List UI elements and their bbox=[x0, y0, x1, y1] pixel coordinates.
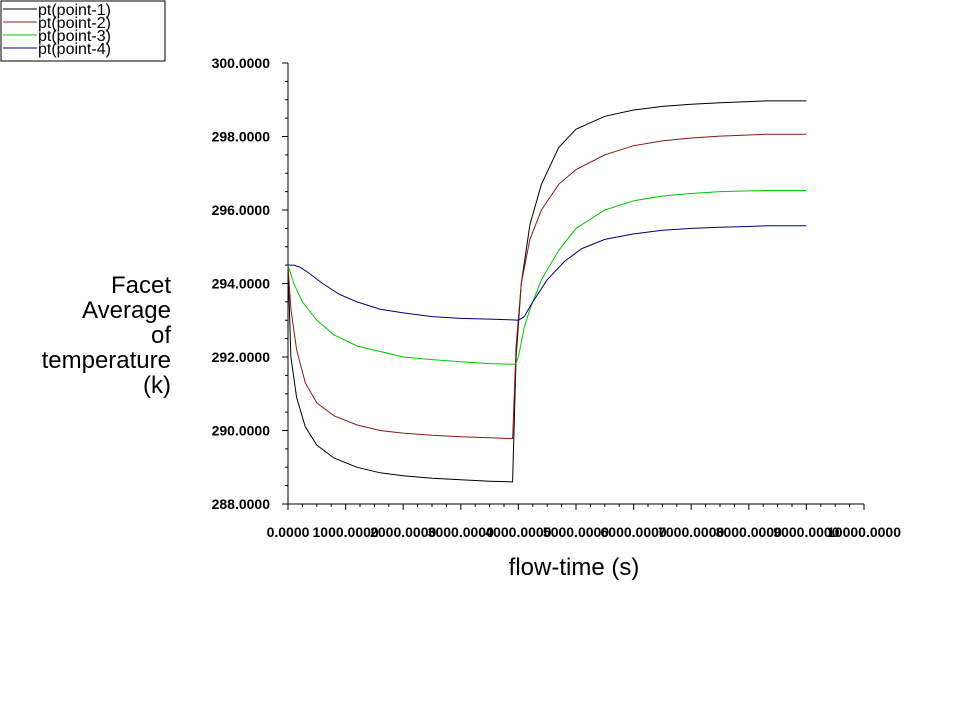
y-axis-title-line: Average bbox=[82, 297, 171, 324]
series-line-2 bbox=[287, 133, 807, 440]
y-axis-title: Facet Average of temperature (k) bbox=[42, 272, 172, 399]
y-ticks: 288.0000 290.0000 292.0000 294.0000 296.0000… bbox=[212, 55, 288, 512]
legend-entry: pt(point-1) bbox=[3, 2, 111, 19]
x-axis-title: flow-time (s) bbox=[509, 554, 640, 581]
y-tick-label: 290.0000 bbox=[212, 423, 271, 439]
y-axis-title-line: (k) bbox=[143, 372, 171, 399]
x-tick-label: 6000.0000 bbox=[601, 524, 667, 540]
x-tick-label: 3000.0000 bbox=[428, 524, 494, 540]
x-tick-label: 9000.0000 bbox=[773, 524, 839, 540]
x-tick-label: 5000.0000 bbox=[543, 524, 609, 540]
y-tick-label: 300.0000 bbox=[212, 55, 271, 71]
legend-label-1: pt(point-2) bbox=[38, 15, 111, 32]
legend-entry: pt(point-4) bbox=[3, 41, 111, 58]
series-line-1 bbox=[287, 100, 807, 483]
x-tick-label: 10000.0000 bbox=[827, 524, 901, 540]
legend-label-3: pt(point-4) bbox=[38, 41, 111, 58]
legend-label-2: pt(point-3) bbox=[38, 28, 111, 45]
legend-label-0: pt(point-1) bbox=[38, 2, 111, 19]
y-tick-label: 298.0000 bbox=[212, 129, 271, 145]
plot-series bbox=[287, 100, 807, 483]
legend: pt(point-1) pt(point-2) pt(point-3) pt(p… bbox=[0, 0, 166, 62]
x-ticks: 0.0000 1000.00002000.00003000.00004000.00… bbox=[267, 504, 901, 540]
y-axis-title-line: temperature bbox=[42, 347, 171, 374]
legend-entry: pt(point-3) bbox=[3, 28, 111, 45]
x-tick-label: 7000.0000 bbox=[658, 524, 724, 540]
y-tick-label: 288.0000 bbox=[212, 496, 271, 512]
y-tick-label: 292.0000 bbox=[212, 349, 271, 365]
x-tick-label: 1000.0000 bbox=[313, 524, 379, 540]
x-tick-label: 0.0000 bbox=[267, 524, 310, 540]
x-tick-label: 4000.0000 bbox=[485, 524, 551, 540]
x-tick-label: 8000.0000 bbox=[716, 524, 782, 540]
y-axis-title-line: Facet bbox=[111, 272, 171, 299]
y-tick-label: 296.0000 bbox=[212, 202, 271, 218]
legend-entry: pt(point-2) bbox=[3, 15, 111, 32]
y-tick-label: 294.0000 bbox=[212, 276, 271, 292]
legend-frame bbox=[0, 0, 166, 62]
y-axis-title-line: of bbox=[151, 322, 171, 349]
series-line-4 bbox=[288, 225, 807, 321]
series-line-3 bbox=[287, 190, 807, 365]
x-tick-label: 2000.0000 bbox=[370, 524, 436, 540]
